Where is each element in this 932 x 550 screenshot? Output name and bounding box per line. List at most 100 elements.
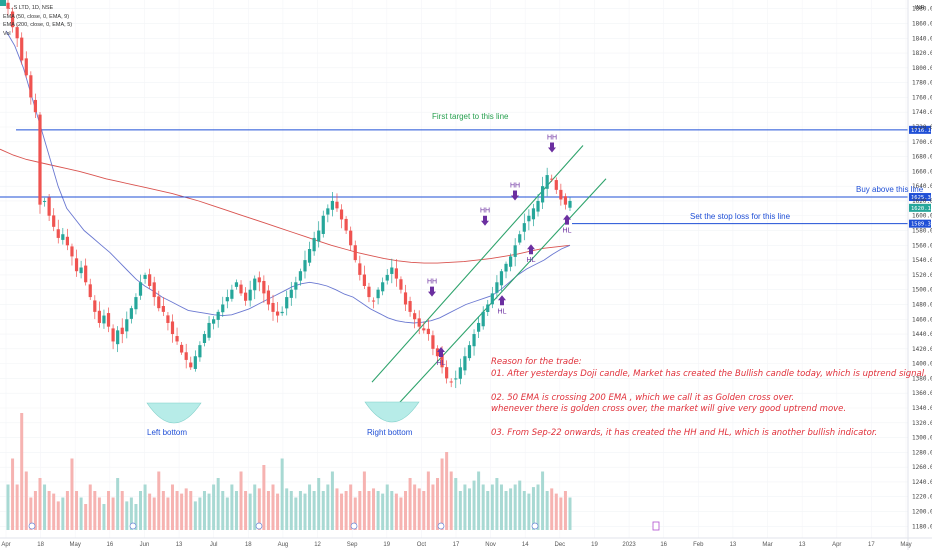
y-tick-label: 1440.00 [912, 331, 932, 338]
candle-body [431, 335, 435, 349]
x-tick-label: Apr [832, 542, 841, 548]
y-tick-label: 1820.00 [912, 50, 932, 57]
volume-bar [221, 491, 225, 530]
x-tick-label: 16 [660, 542, 667, 548]
volume-bar [175, 491, 179, 530]
y-tick-label: 1720.00 [912, 124, 932, 131]
volume-bar [308, 484, 312, 530]
volume-bar [166, 497, 170, 530]
candle-body [198, 345, 202, 358]
candle-body [467, 345, 472, 359]
y-tick-label: 1700.00 [912, 139, 932, 146]
candle-body [504, 263, 508, 272]
candle-body [271, 302, 275, 312]
volume-bar [184, 488, 188, 530]
candle-body [61, 234, 65, 240]
volume-bar [24, 471, 28, 530]
volume-bar [212, 484, 216, 530]
y-tick-label: 1260.00 [912, 464, 932, 471]
candle-body [65, 236, 69, 246]
candle-body [111, 328, 115, 342]
candle-body [321, 215, 325, 234]
candle-body [303, 260, 307, 272]
volume-bar [499, 484, 503, 530]
volume-bar [413, 484, 417, 530]
volume-bar [193, 501, 197, 530]
candle-body [385, 274, 389, 281]
candle-body [6, 2, 10, 9]
candle-body [349, 230, 353, 246]
event-marker-icon [531, 522, 539, 530]
candle-body [280, 311, 284, 314]
volume-bar [216, 478, 220, 530]
volume-bar [43, 484, 47, 530]
ema200-legend[interactable]: EMA (200, close, 0, EMA, 5) [3, 22, 72, 28]
y-tick-label: 1560.00 [912, 242, 932, 249]
volume-bar [230, 484, 234, 530]
volume-bar [326, 484, 330, 530]
candle-body [38, 114, 42, 205]
y-tick-label: 1860.00 [912, 20, 932, 27]
volume-bar [257, 488, 261, 530]
y-tick-label: 1680.00 [912, 154, 932, 161]
volume-legend[interactable]: Vol [3, 31, 11, 37]
candle-body [148, 274, 152, 286]
candle-body [225, 297, 229, 302]
volume-bar [244, 491, 248, 530]
volume-bar [75, 491, 79, 530]
hh-hl-annotations: HH HH HH HH HL HL HL HL [427, 134, 572, 367]
candle-body [550, 178, 554, 180]
volume-bar [344, 491, 348, 530]
y-tick-label: 1600.00 [912, 213, 932, 220]
volume-bar [504, 491, 508, 530]
candle-body [157, 296, 161, 309]
volume-bar [404, 491, 408, 530]
candle-body [536, 200, 540, 212]
volume-bar [463, 484, 467, 530]
volume-bar [134, 504, 138, 530]
volume-bar [536, 484, 540, 530]
candle-body [161, 306, 165, 312]
candle-body [440, 353, 444, 368]
candle-body [518, 234, 522, 243]
volume-bar [495, 478, 499, 530]
y-tick-label: 1740.00 [912, 109, 932, 116]
y-tick-label: 1800.00 [912, 65, 932, 72]
candle-body [129, 308, 133, 319]
volume-bar [294, 497, 298, 530]
candle-body [568, 200, 572, 208]
reason-line-1: 01. After yesterdays Doji candle, Market… [491, 369, 927, 379]
symbol-title[interactable]: ...S LTD, 1D, NSE [9, 5, 54, 11]
ema50-legend[interactable]: EMA (50, close, 0, EMA, 9) [3, 14, 69, 20]
volume-bar [65, 491, 69, 530]
x-tick-label: Dec [555, 542, 566, 548]
volume-bar [298, 491, 302, 530]
horizontal-levels[interactable]: 1716.15 1625.30 1589.30 1620.15 [0, 125, 932, 228]
candle-body [527, 215, 531, 222]
x-tick-label: Oct [417, 542, 427, 548]
candle-body [358, 263, 362, 275]
volume-bar [376, 491, 380, 530]
volume-bar [554, 493, 558, 530]
volume-bar [61, 497, 65, 530]
volume-bar [353, 497, 357, 530]
volume-bar [362, 471, 366, 530]
level-price-tag [909, 219, 931, 228]
volume-bar [276, 493, 280, 530]
first-target-label: First target to this line [432, 112, 509, 121]
buy-above-label: Buy above this line [856, 185, 924, 194]
volume-bar [107, 491, 111, 530]
candle-body [481, 311, 485, 327]
ema-lines [0, 30, 571, 324]
volume-bar [70, 458, 74, 530]
candle-body [70, 246, 74, 257]
volume-bar [390, 491, 394, 530]
y-tick-label: 1500.00 [912, 287, 932, 294]
volume-bar [527, 493, 531, 530]
y-tick-label: 1180.00 [912, 523, 932, 530]
volume-bar [367, 491, 371, 530]
volume-bar [248, 493, 252, 530]
volume-bar [207, 493, 211, 530]
stop-loss-label: Set the stop loss for this line [690, 212, 791, 221]
